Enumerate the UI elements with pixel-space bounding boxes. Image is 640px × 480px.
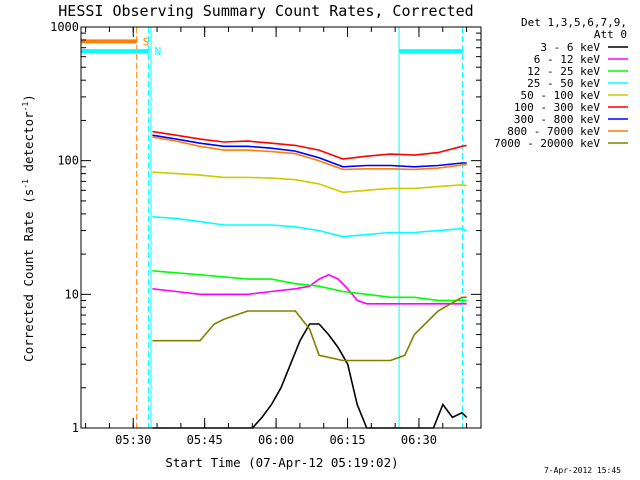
chart-title: HESSI Observing Summary Count Rates, Cor… — [58, 2, 473, 20]
y-axis-label-sup1: -1 — [21, 179, 30, 189]
legend-label: 100 - 300 keV — [514, 101, 600, 114]
y-tick-label: 10 — [65, 287, 79, 301]
series-line — [152, 270, 467, 302]
series-line — [152, 216, 467, 238]
y-tick-label: 1 — [72, 421, 79, 435]
legend-header-attenuator: Att 0 — [594, 28, 627, 41]
series-line — [152, 130, 467, 160]
series-line — [152, 323, 468, 429]
legend-label: 800 - 7000 keV — [507, 125, 600, 138]
legend-label: 6 - 12 keV — [534, 53, 601, 66]
plot-markers: SN — [81, 27, 463, 428]
legend-header-detectors: Det 1,3,5,6,7,9, — [521, 16, 627, 29]
legend-label: 12 - 25 keV — [527, 65, 600, 78]
y-axis-label-main: Corrected Count Rate (s — [21, 189, 36, 362]
legend-label: 3 - 6 keV — [540, 41, 600, 54]
y-tick-label: 1000 — [50, 20, 79, 34]
series-line — [152, 273, 467, 305]
plot-frame — [80, 26, 482, 429]
legend-label: 7000 - 20000 keV — [494, 137, 600, 150]
y-axis-label: Corrected Count Rate (s-1 detector-1) — [21, 94, 36, 362]
x-axis-label: Start Time (07-Apr-12 05:19:02) — [165, 455, 398, 470]
flag-label: S — [143, 35, 150, 48]
legend-label: 25 - 50 keV — [527, 77, 600, 90]
axes-layer: 1 10 100 1000 05:30 05:45 06:00 06:15 06:30 — [50, 20, 482, 447]
flag-label: N — [155, 45, 162, 58]
legend-label: 300 - 800 keV — [514, 113, 600, 126]
series-line — [152, 134, 467, 168]
series-layer — [152, 130, 468, 429]
x-tick-label: 06:15 — [329, 433, 365, 447]
series-line — [152, 296, 467, 362]
y-axis-label-sup2: -1 — [21, 102, 30, 112]
series-line — [152, 171, 467, 194]
y-tick-label: 100 — [57, 154, 79, 168]
x-tick-label: 05:30 — [115, 433, 151, 447]
footer-date: 7-Apr-2012 15:45 — [544, 466, 621, 475]
legend-label: 50 - 100 keV — [521, 89, 601, 102]
x-tick-label: 06:00 — [258, 433, 294, 447]
x-tick-label: 06:30 — [401, 433, 437, 447]
x-tick-label: 05:45 — [187, 433, 223, 447]
series-line — [152, 136, 467, 171]
y-axis-label-mid: detector — [21, 111, 36, 179]
y-axis-label-end: ) — [21, 94, 36, 102]
